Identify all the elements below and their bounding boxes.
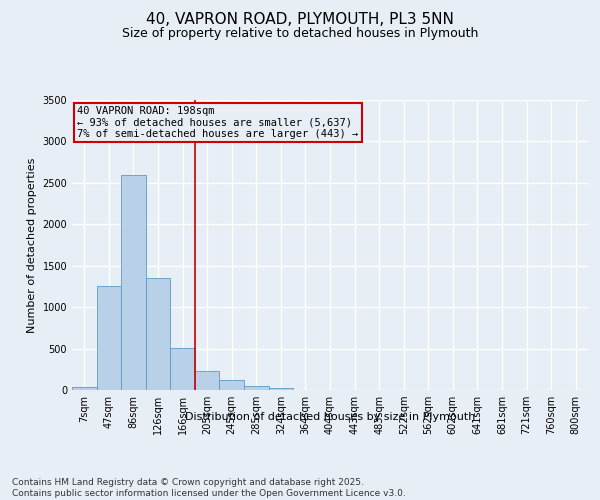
Text: Size of property relative to detached houses in Plymouth: Size of property relative to detached ho…	[122, 28, 478, 40]
Text: 40 VAPRON ROAD: 198sqm
← 93% of detached houses are smaller (5,637)
7% of semi-d: 40 VAPRON ROAD: 198sqm ← 93% of detached…	[77, 106, 358, 139]
Bar	[146, 278, 170, 390]
Text: Contains HM Land Registry data © Crown copyright and database right 2025.
Contai: Contains HM Land Registry data © Crown c…	[12, 478, 406, 498]
Bar	[72, 386, 97, 390]
Y-axis label: Number of detached properties: Number of detached properties	[27, 158, 37, 332]
Bar	[244, 386, 269, 390]
Bar	[269, 388, 293, 390]
Bar	[170, 348, 195, 390]
Bar	[195, 371, 220, 390]
Bar	[97, 286, 121, 390]
Text: 40, VAPRON ROAD, PLYMOUTH, PL3 5NN: 40, VAPRON ROAD, PLYMOUTH, PL3 5NN	[146, 12, 454, 28]
Bar	[121, 174, 146, 390]
Bar	[220, 380, 244, 390]
Text: Distribution of detached houses by size in Plymouth: Distribution of detached houses by size …	[185, 412, 475, 422]
